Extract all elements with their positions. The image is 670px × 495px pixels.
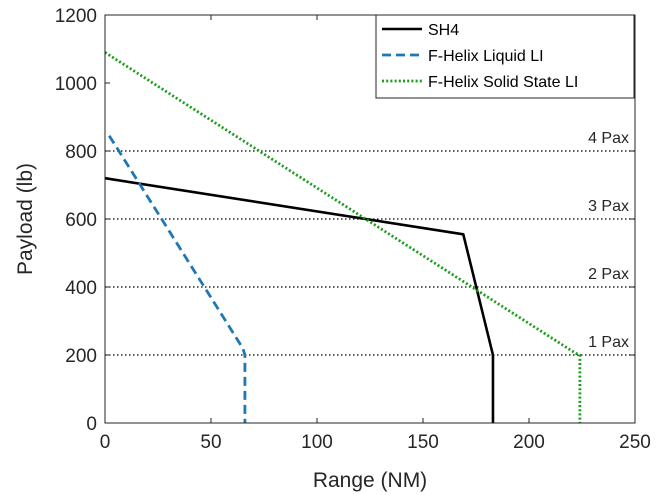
x-tick-label: 250 (619, 432, 651, 453)
y-tick-label: 0 (86, 414, 97, 435)
reference-label: 4 Pax (588, 130, 629, 147)
legend-label: F-Helix Solid State LI (428, 74, 578, 91)
y-tick-label: 200 (65, 346, 97, 367)
axis-ticks: 0 50 100 150 200 250 0 200 400 600 800 1000 1200 (55, 6, 651, 453)
x-tick-label: 200 (513, 432, 545, 453)
y-tick-label: 400 (65, 278, 97, 299)
reference-label: 2 Pax (588, 266, 629, 283)
x-tick-label: 50 (200, 432, 221, 453)
passenger-reference-lines: 4 Pax 3 Pax 2 Pax 1 Pax (105, 130, 635, 356)
y-axis-title: Payload (lb) (14, 163, 37, 275)
series-line-3 (104, 51, 582, 423)
legend-label: F-Helix Liquid LI (428, 48, 544, 65)
series-layer (104, 51, 582, 423)
legend-label: SH4 (428, 22, 459, 39)
series-line-2 (108, 134, 247, 423)
x-tick-label: 100 (301, 432, 333, 453)
y-tick-label: 600 (65, 210, 97, 231)
x-axis-title: Range (NM) (313, 469, 427, 492)
reference-label: 3 Pax (588, 198, 629, 215)
y-tick-label: 1000 (55, 74, 97, 95)
legend: SH4 F-Helix Liquid LI F-Helix Solid State … (375, 14, 635, 99)
x-tick-label: 0 (100, 432, 111, 453)
series-line-1 (104, 176, 495, 423)
reference-label: 1 Pax (588, 334, 629, 351)
y-tick-label: 800 (65, 142, 97, 163)
y-tick-label: 1200 (55, 6, 97, 27)
x-tick-label: 150 (407, 432, 439, 453)
